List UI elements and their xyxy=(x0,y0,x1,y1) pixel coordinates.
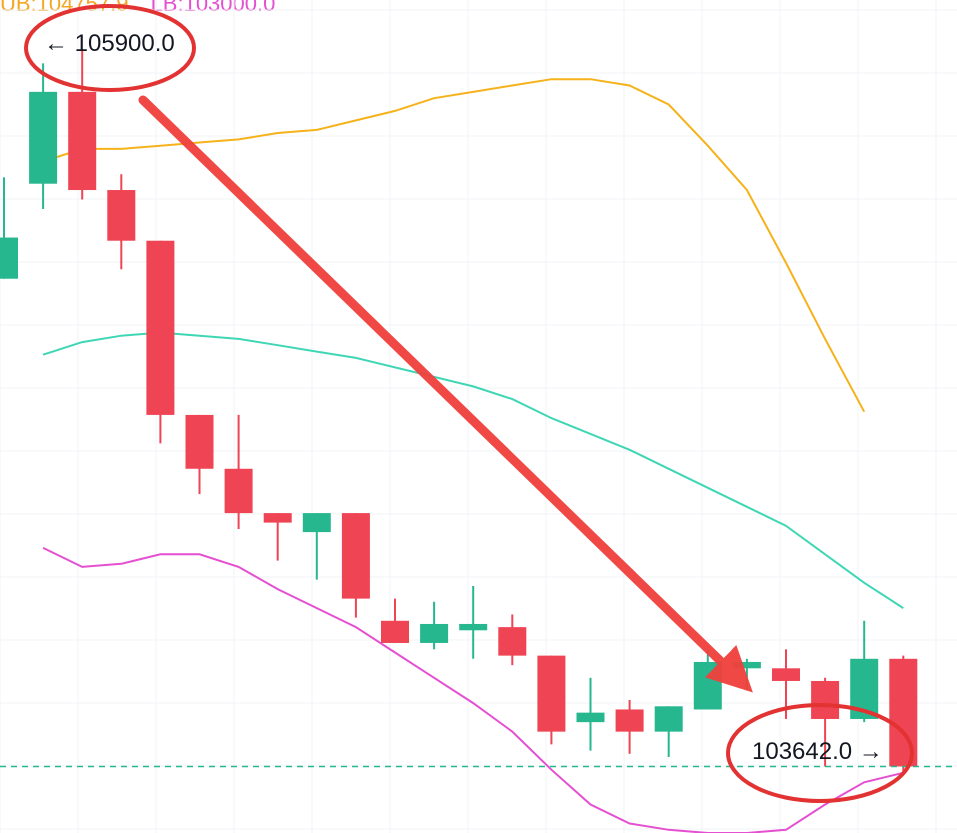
low-price-label: 103642.0 → xyxy=(752,738,883,765)
middle-band-line xyxy=(42,331,904,609)
candle xyxy=(29,63,58,210)
candle-body xyxy=(381,620,409,643)
candle-body xyxy=(537,655,566,732)
candle-body xyxy=(302,513,331,533)
candle xyxy=(146,240,175,444)
candle xyxy=(459,585,488,659)
candle xyxy=(537,655,566,745)
candle xyxy=(420,601,449,650)
candle xyxy=(654,706,683,757)
candle-body xyxy=(68,91,97,191)
candle-body xyxy=(341,513,370,599)
candle xyxy=(224,414,253,529)
candle-body xyxy=(811,680,840,719)
candle xyxy=(0,177,18,279)
bollinger-bands xyxy=(42,78,904,833)
candle-body xyxy=(576,712,605,723)
candle-body xyxy=(224,468,253,514)
candle xyxy=(68,50,97,200)
low-circle xyxy=(726,703,914,803)
high-price-label: ← 105900.0 xyxy=(44,30,175,57)
candle-body xyxy=(420,623,449,643)
candle xyxy=(381,598,409,643)
indicator-legend: UB:104757.9 LB:103000.0 xyxy=(0,0,291,17)
candle xyxy=(185,414,214,495)
candle-body xyxy=(693,661,722,710)
upper-band-line xyxy=(42,78,866,413)
candle xyxy=(302,513,331,580)
trend-arrow xyxy=(138,95,753,693)
candle-body xyxy=(263,513,292,523)
candle xyxy=(811,677,840,767)
upper-band-legend: UB:104757.9 xyxy=(0,0,129,16)
candle-body xyxy=(146,240,175,415)
candle xyxy=(498,614,527,666)
lower-band-line xyxy=(42,547,904,833)
candle-body xyxy=(0,237,18,279)
candle xyxy=(107,174,136,270)
candle xyxy=(341,513,370,618)
candle xyxy=(615,699,644,754)
candle-body xyxy=(498,627,527,656)
high-circle xyxy=(24,4,196,92)
candle-body xyxy=(732,661,761,669)
candle-body xyxy=(615,709,644,732)
candle-body xyxy=(459,623,488,631)
candle xyxy=(263,513,292,561)
candle-body xyxy=(772,668,800,681)
candle-body xyxy=(107,190,136,241)
lower-band-legend: LB:103000.0 xyxy=(150,0,276,16)
candle-body xyxy=(654,706,683,732)
candle-body xyxy=(185,414,214,469)
candle xyxy=(576,677,605,751)
candle-body xyxy=(29,91,58,184)
